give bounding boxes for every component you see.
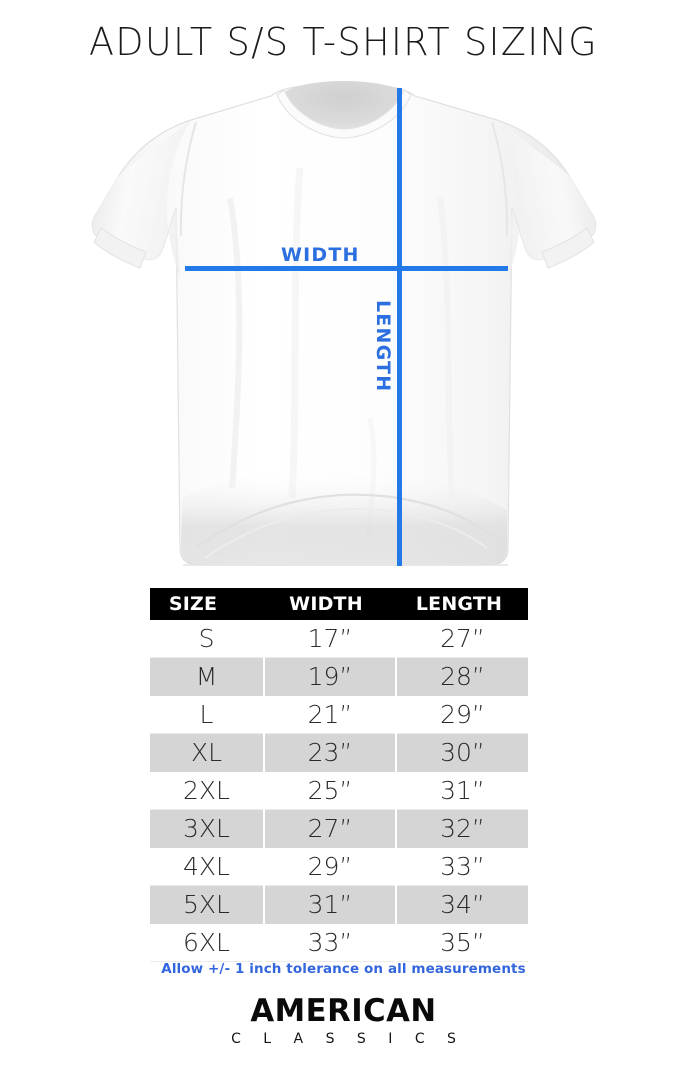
- cell-size: 4XL: [150, 847, 265, 886]
- tshirt-illustration: [91, 81, 597, 566]
- column-header-width: WIDTH: [264, 588, 396, 620]
- cell-width: 19”: [264, 657, 397, 696]
- cell-length: 31”: [396, 771, 528, 810]
- cell-width: 25”: [264, 771, 397, 810]
- column-header-size: SIZE: [150, 588, 264, 620]
- cell-width: 23”: [264, 733, 397, 772]
- cell-length: 34”: [396, 885, 528, 924]
- tshirt-diagram: WIDTH LENGTH: [0, 78, 687, 578]
- brand-logo: AMERICAN C L A S S I C S: [0, 994, 687, 1050]
- cell-width: 33”: [264, 923, 397, 962]
- cell-size: M: [150, 657, 265, 696]
- cell-length: 30”: [396, 733, 528, 772]
- table-row: XL 23” 30”: [150, 733, 528, 772]
- size-chart-table: SIZE WIDTH LENGTH S 17” 27” M 19” 28” L 21” 29” X…: [150, 588, 528, 962]
- cell-length: 28”: [396, 657, 528, 696]
- cell-width: 29”: [264, 847, 397, 886]
- cell-length: 29”: [396, 695, 528, 734]
- table-row: 4XL 29” 33”: [150, 847, 528, 886]
- page-title: ADULT S/S T-SHIRT SIZING: [89, 20, 598, 64]
- cell-size: 6XL: [150, 923, 265, 962]
- table-row: 3XL 27” 32”: [150, 809, 528, 848]
- table-row: M 19” 28”: [150, 657, 528, 696]
- table-header-row: SIZE WIDTH LENGTH: [150, 588, 528, 620]
- cell-size: S: [150, 620, 265, 658]
- table-header: SIZE WIDTH LENGTH: [150, 588, 528, 620]
- cell-size: 5XL: [150, 885, 265, 924]
- table-row: L 21” 29”: [150, 695, 528, 734]
- table-row: S 17” 27”: [150, 620, 528, 658]
- cell-length: 27”: [396, 620, 528, 658]
- tolerance-note: Allow +/- 1 inch tolerance on all measur…: [161, 961, 526, 977]
- cell-length: 33”: [396, 847, 528, 886]
- column-header-length: LENGTH: [396, 588, 528, 620]
- brand-name-primary: AMERICAN: [250, 993, 437, 1029]
- table-row: 5XL 31” 34”: [150, 885, 528, 924]
- cell-size: 3XL: [150, 809, 265, 848]
- cell-size: L: [150, 695, 265, 734]
- table-row: 2XL 25” 31”: [150, 771, 528, 810]
- cell-width: 21”: [264, 695, 397, 734]
- table-body: S 17” 27” M 19” 28” L 21” 29” XL 23” 30” 2XL 25” 31” 3X…: [150, 620, 528, 962]
- cell-length: 35”: [396, 923, 528, 962]
- cell-width: 27”: [264, 809, 397, 848]
- table-row: 6XL 33” 35”: [150, 923, 528, 962]
- cell-width: 17”: [264, 620, 397, 658]
- cell-length: 32”: [396, 809, 528, 848]
- brand-name-secondary: C L A S S I C S: [231, 1031, 465, 1047]
- cell-size: 2XL: [150, 771, 265, 810]
- cell-width: 31”: [264, 885, 397, 924]
- cell-size: XL: [150, 733, 265, 772]
